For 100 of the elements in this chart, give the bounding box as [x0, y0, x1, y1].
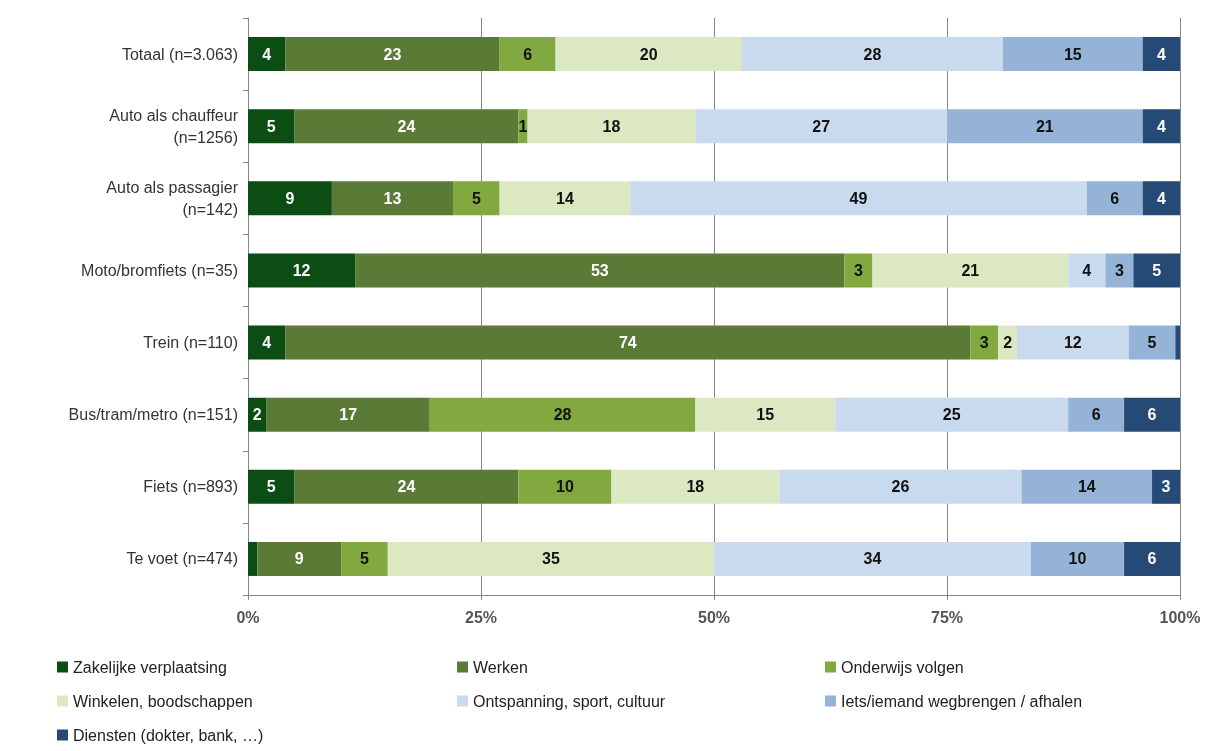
- data-label: 24: [397, 117, 416, 135]
- legend-label: Zakelijke verplaatsing: [73, 658, 227, 676]
- data-label: 4: [1156, 189, 1166, 207]
- bar: [1086, 181, 1143, 216]
- data-label: 15: [756, 406, 775, 424]
- data-label: 21: [1035, 117, 1054, 135]
- bar: [1133, 253, 1180, 288]
- data-label: 5: [266, 478, 276, 496]
- y-tick-label: Totaal (n=3.063): [121, 45, 238, 63]
- data-label: 2: [1003, 334, 1013, 352]
- legend-label: Onderwijs volgen: [841, 658, 964, 676]
- bar: [518, 469, 612, 504]
- data-label: 4: [262, 334, 272, 352]
- bar: [499, 181, 631, 216]
- bar: [285, 325, 971, 360]
- bar: [387, 541, 714, 576]
- bar: [741, 37, 1003, 72]
- bar: [555, 37, 742, 72]
- data-label: 13: [383, 189, 402, 207]
- data-label: 6: [1147, 406, 1157, 424]
- data-label: 18: [602, 117, 621, 135]
- y-tick-label: Fiets (n=893): [143, 478, 238, 496]
- bar: [1128, 325, 1176, 360]
- bar: [1002, 37, 1143, 72]
- data-label: 14: [555, 189, 574, 207]
- bar: [1105, 253, 1134, 288]
- bar: [294, 469, 519, 504]
- bar: [248, 541, 258, 576]
- data-label: 9: [285, 189, 295, 207]
- legend-label: Werken: [473, 658, 528, 676]
- data-label: 5: [360, 550, 370, 568]
- bar: [1175, 325, 1180, 360]
- data-label: 28: [863, 45, 882, 63]
- bar: [1142, 181, 1180, 216]
- bar: [844, 253, 873, 288]
- bar: [695, 109, 947, 144]
- data-label: 10: [1068, 550, 1087, 568]
- bar: [1142, 109, 1180, 144]
- bar: [248, 181, 332, 216]
- data-label: 6: [1147, 550, 1157, 568]
- bar: [1124, 541, 1180, 576]
- bar: [294, 109, 519, 144]
- data-label: 5: [1147, 334, 1157, 352]
- bar: [970, 325, 999, 360]
- bar: [248, 325, 286, 360]
- y-tick-label: Moto/bromfiets (n=35): [81, 261, 238, 279]
- legend-label: Ontspanning, sport, cultuur: [473, 692, 666, 710]
- bar: [1152, 469, 1180, 504]
- bar: [1142, 37, 1180, 72]
- data-label: 9: [294, 550, 304, 568]
- bar: [518, 109, 528, 144]
- data-label: 5: [471, 189, 481, 207]
- data-label: 3: [854, 261, 864, 279]
- bar: [611, 469, 780, 504]
- bar: [630, 181, 1087, 216]
- x-tick-label: 0%: [236, 608, 260, 626]
- bar: [341, 541, 388, 576]
- bar: [331, 181, 454, 216]
- bar: [285, 37, 500, 72]
- data-label: 35: [542, 550, 560, 568]
- data-label: 2: [252, 406, 262, 424]
- data-label: 53: [590, 261, 609, 279]
- bar: [714, 541, 1031, 576]
- bar: [1016, 325, 1129, 360]
- data-label: 6: [523, 45, 533, 63]
- legend-label: Diensten (dokter, bank, …): [73, 726, 264, 744]
- data-label: 6: [1091, 406, 1101, 424]
- bar: [1124, 397, 1180, 432]
- data-label: 12: [292, 261, 311, 279]
- data-label: 74: [618, 334, 637, 352]
- bar: [248, 469, 295, 504]
- x-tick-label: 25%: [464, 608, 498, 626]
- data-label: 34: [863, 550, 882, 568]
- data-label: 4: [1082, 261, 1092, 279]
- bar: [248, 253, 356, 288]
- data-label: 12: [1063, 334, 1082, 352]
- bar: [1030, 541, 1125, 576]
- data-label: 26: [891, 478, 910, 496]
- data-label: 6: [1110, 189, 1120, 207]
- bar: [1068, 397, 1125, 432]
- data-label: 3: [1161, 478, 1171, 496]
- data-label: 49: [849, 189, 868, 207]
- y-tick-label: Bus/tram/metro (n=151): [68, 406, 238, 424]
- bar: [453, 181, 500, 216]
- bar: [835, 397, 1069, 432]
- x-tick-label: 100%: [1159, 608, 1201, 626]
- data-label: 3: [1114, 261, 1124, 279]
- bar: [947, 109, 1143, 144]
- x-tick-label: 50%: [697, 608, 731, 626]
- data-label: 24: [397, 478, 416, 496]
- data-label: 20: [639, 45, 658, 63]
- bar: [266, 397, 430, 432]
- bar: [527, 109, 696, 144]
- bar: [998, 325, 1017, 360]
- x-tick-label: 75%: [930, 608, 964, 626]
- bar: [257, 541, 342, 576]
- data-label: 25: [942, 406, 961, 424]
- data-label: 1: [518, 117, 528, 135]
- data-label: 5: [266, 117, 276, 135]
- data-label: 10: [555, 478, 574, 496]
